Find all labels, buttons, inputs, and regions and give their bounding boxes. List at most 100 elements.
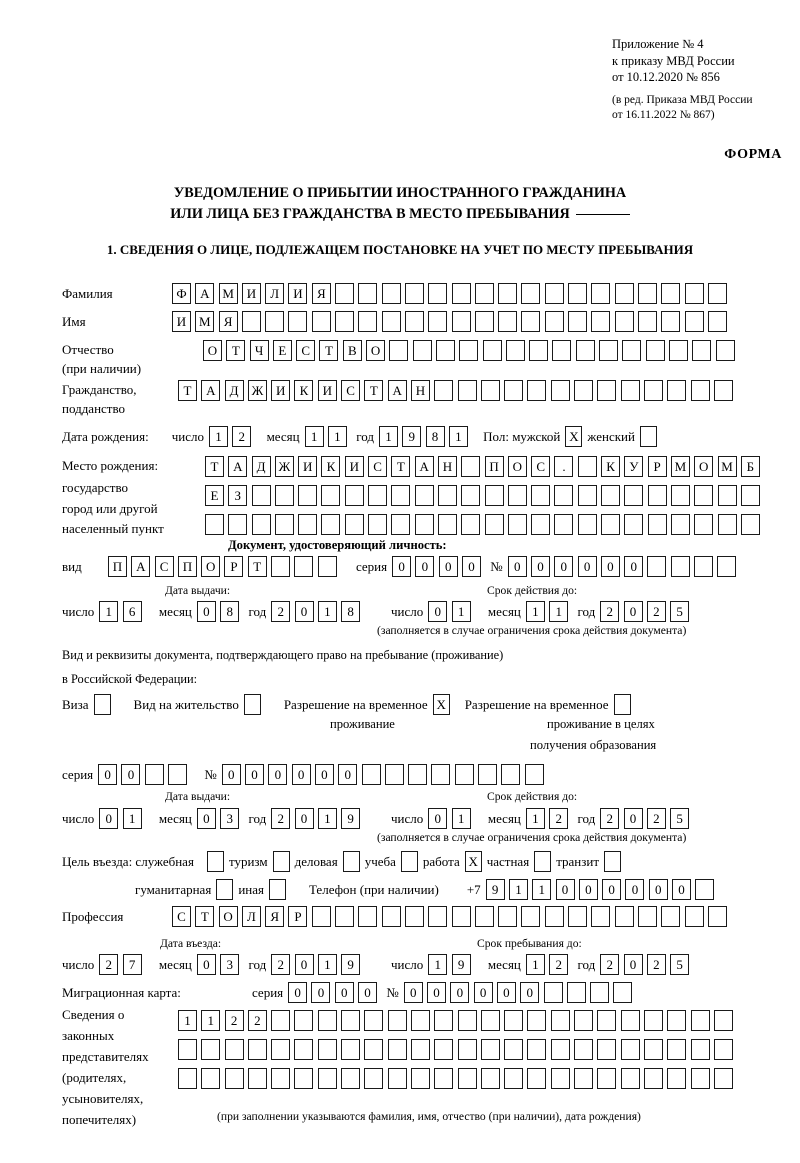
char-cell[interactable] — [597, 1039, 617, 1060]
char-cell[interactable]: Т — [364, 380, 384, 401]
char-cell[interactable] — [168, 764, 188, 785]
char-cell[interactable] — [667, 1010, 687, 1031]
char-cell[interactable] — [341, 1068, 361, 1089]
char-cell[interactable] — [271, 1039, 291, 1060]
char-cell[interactable] — [507, 485, 527, 506]
char-cell[interactable] — [670, 485, 690, 506]
char-cell[interactable]: М — [670, 456, 690, 477]
char-cell[interactable] — [428, 311, 448, 332]
char-cell[interactable] — [364, 1010, 384, 1031]
char-cell[interactable]: 6 — [122, 601, 142, 622]
char-cell[interactable] — [288, 311, 308, 332]
char-cell[interactable] — [201, 1068, 221, 1089]
char-cell[interactable]: 1 — [317, 601, 337, 622]
char-cell[interactable]: Т — [319, 340, 339, 361]
char-cell[interactable] — [178, 1068, 197, 1089]
char-cell[interactable] — [498, 283, 518, 304]
char-cell[interactable]: М — [218, 283, 238, 304]
char-cell[interactable]: Б — [740, 456, 760, 477]
char-cell[interactable]: 5 — [670, 954, 690, 975]
char-cell[interactable]: 7 — [122, 954, 142, 975]
char-cell[interactable] — [298, 514, 318, 535]
purpose-other-checkbox[interactable] — [268, 879, 286, 900]
char-cell[interactable] — [550, 1039, 570, 1060]
char-cell[interactable]: 0 — [496, 982, 516, 1003]
char-cell[interactable] — [274, 514, 294, 535]
char-cell[interactable] — [205, 514, 224, 535]
char-cell[interactable]: Л — [241, 906, 261, 927]
char-cell[interactable]: 0 — [294, 808, 314, 829]
char-cell[interactable] — [504, 1068, 524, 1089]
char-cell[interactable] — [434, 1039, 454, 1060]
char-cell[interactable]: К — [601, 456, 621, 477]
char-cell[interactable]: 2 — [271, 601, 291, 622]
char-cell[interactable] — [364, 1068, 384, 1089]
char-cell[interactable]: 0 — [531, 556, 550, 577]
char-cell[interactable]: 1 — [508, 879, 528, 900]
char-cell[interactable]: 0 — [392, 556, 412, 577]
char-cell[interactable] — [620, 1068, 640, 1089]
char-cell[interactable]: 5 — [670, 808, 690, 829]
char-cell[interactable] — [358, 311, 378, 332]
char-cell[interactable]: С — [154, 556, 174, 577]
char-cell[interactable] — [404, 283, 424, 304]
char-cell[interactable]: 0 — [221, 764, 241, 785]
char-cell[interactable] — [457, 1039, 477, 1060]
char-cell[interactable] — [550, 1010, 570, 1031]
char-cell[interactable] — [498, 311, 518, 332]
char-cell[interactable]: 3 — [220, 954, 240, 975]
char-cell[interactable] — [637, 283, 657, 304]
char-cell[interactable] — [574, 1068, 594, 1089]
char-cell[interactable]: 0 — [520, 982, 540, 1003]
char-cell[interactable] — [613, 982, 633, 1003]
char-cell[interactable] — [457, 1010, 477, 1031]
char-cell[interactable] — [670, 514, 690, 535]
purpose-work-checkbox[interactable]: X — [464, 851, 482, 872]
char-cell[interactable]: Т — [226, 340, 246, 361]
char-cell[interactable]: 1 — [378, 426, 398, 447]
char-cell[interactable]: Ж — [274, 456, 294, 477]
char-cell[interactable]: 2 — [600, 601, 620, 622]
char-cell[interactable] — [620, 1039, 640, 1060]
char-cell[interactable] — [410, 1039, 430, 1060]
char-cell[interactable]: А — [195, 283, 215, 304]
char-cell[interactable]: 1 — [525, 808, 545, 829]
char-cell[interactable] — [717, 514, 737, 535]
char-cell[interactable] — [274, 485, 294, 506]
char-cell[interactable]: 1 — [428, 954, 448, 975]
char-cell[interactable] — [241, 311, 261, 332]
char-cell[interactable]: О — [366, 340, 386, 361]
char-cell[interactable] — [501, 764, 521, 785]
char-cell[interactable] — [694, 485, 714, 506]
char-cell[interactable] — [474, 311, 494, 332]
char-cell[interactable] — [358, 283, 378, 304]
char-cell[interactable]: 0 — [291, 764, 311, 785]
char-cell[interactable]: И — [317, 380, 337, 401]
char-cell[interactable] — [404, 906, 424, 927]
char-cell[interactable] — [531, 485, 551, 506]
char-cell[interactable]: 0 — [121, 764, 141, 785]
char-cell[interactable] — [637, 906, 657, 927]
char-cell[interactable] — [298, 485, 318, 506]
char-cell[interactable] — [544, 906, 564, 927]
char-cell[interactable]: О — [203, 340, 222, 361]
char-cell[interactable] — [317, 1010, 337, 1031]
char-cell[interactable] — [484, 514, 504, 535]
char-cell[interactable]: С — [368, 456, 388, 477]
char-cell[interactable] — [601, 485, 621, 506]
char-cell[interactable] — [550, 1068, 570, 1089]
char-cell[interactable] — [643, 1068, 663, 1089]
char-cell[interactable]: 9 — [341, 954, 361, 975]
reps-boxes-row-3[interactable] — [178, 1068, 737, 1089]
char-cell[interactable] — [317, 1068, 337, 1089]
char-cell[interactable] — [461, 456, 481, 477]
char-cell[interactable] — [247, 1039, 267, 1060]
